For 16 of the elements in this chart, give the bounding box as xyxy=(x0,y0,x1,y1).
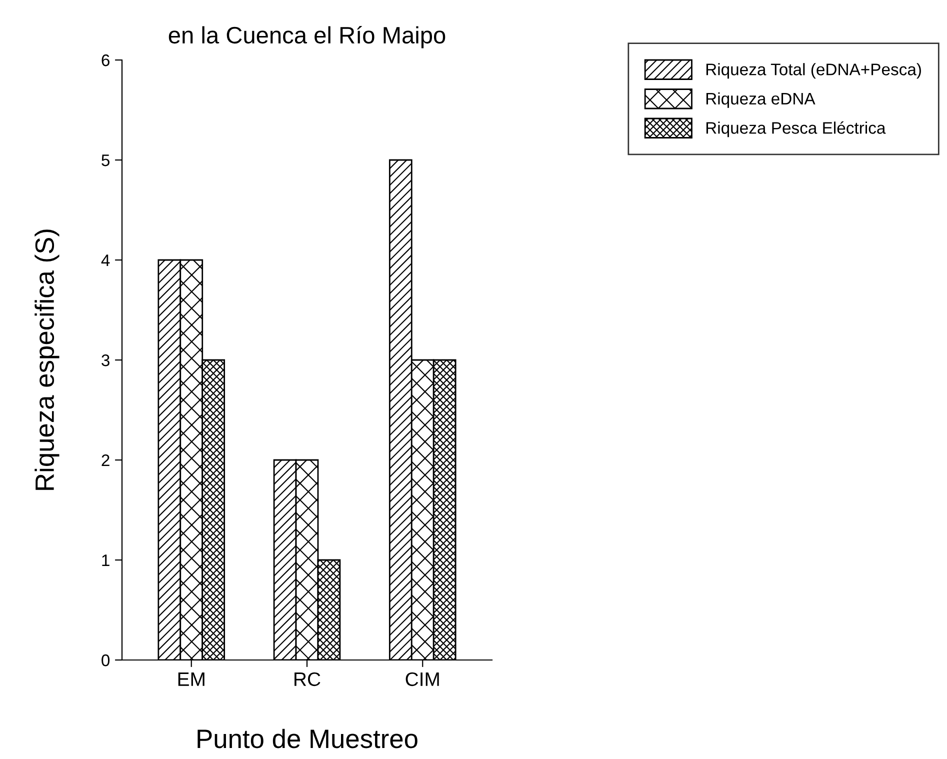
y-tick-label: 4 xyxy=(101,254,110,266)
y-tick-label: 3 xyxy=(102,354,110,366)
x-tick-label: EM xyxy=(178,672,204,686)
legend-label: Riqueza Pesca Eléctrica xyxy=(706,121,886,138)
legend-label: Riqueza eDNA xyxy=(706,92,816,108)
y-tick-label: 1 xyxy=(102,554,110,566)
y-tick-label: 2 xyxy=(102,454,110,466)
y-tick-label: 5 xyxy=(102,154,110,166)
legend-label: Riqueza Total (eDNA+Pesca) xyxy=(706,63,921,79)
x-tick-label: RC xyxy=(294,672,320,686)
y-axis-title: Riqueza especifica (S) xyxy=(34,230,60,490)
chart-title: en la Cuenca el Río Maipo xyxy=(168,26,446,48)
y-tick-label: 0 xyxy=(102,654,110,666)
x-axis-title: Punto de Muestreo xyxy=(198,728,418,748)
x-tick-label: CIM xyxy=(406,672,439,686)
y-tick-label: 6 xyxy=(102,54,110,66)
